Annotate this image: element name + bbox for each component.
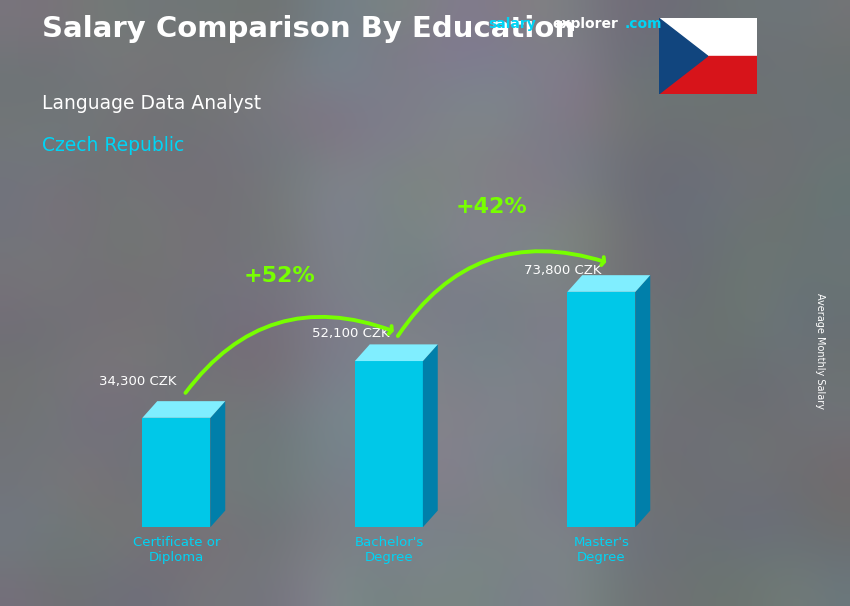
FancyBboxPatch shape: [568, 292, 636, 527]
FancyArrowPatch shape: [398, 251, 604, 336]
Text: Czech Republic: Czech Republic: [42, 136, 184, 155]
Polygon shape: [423, 344, 438, 527]
Text: Salary Comparison By Education: Salary Comparison By Education: [42, 15, 575, 43]
Text: 52,100 CZK: 52,100 CZK: [312, 327, 389, 340]
Polygon shape: [659, 18, 707, 94]
Polygon shape: [636, 275, 650, 527]
Text: salary: salary: [489, 17, 536, 31]
Bar: [659, 18, 756, 56]
Text: Language Data Analyst: Language Data Analyst: [42, 94, 262, 113]
FancyBboxPatch shape: [355, 361, 423, 527]
Text: 73,800 CZK: 73,800 CZK: [524, 264, 602, 277]
Text: +52%: +52%: [244, 266, 315, 286]
Text: +42%: +42%: [456, 197, 528, 217]
Polygon shape: [568, 275, 650, 292]
Text: Average Monthly Salary: Average Monthly Salary: [815, 293, 825, 410]
Text: .com: .com: [625, 17, 662, 31]
FancyBboxPatch shape: [143, 418, 211, 527]
Bar: [659, 56, 756, 94]
FancyArrowPatch shape: [185, 317, 392, 393]
Polygon shape: [143, 401, 225, 418]
Text: explorer: explorer: [552, 17, 618, 31]
Text: 34,300 CZK: 34,300 CZK: [99, 375, 177, 387]
Polygon shape: [355, 344, 438, 361]
Polygon shape: [211, 401, 225, 527]
